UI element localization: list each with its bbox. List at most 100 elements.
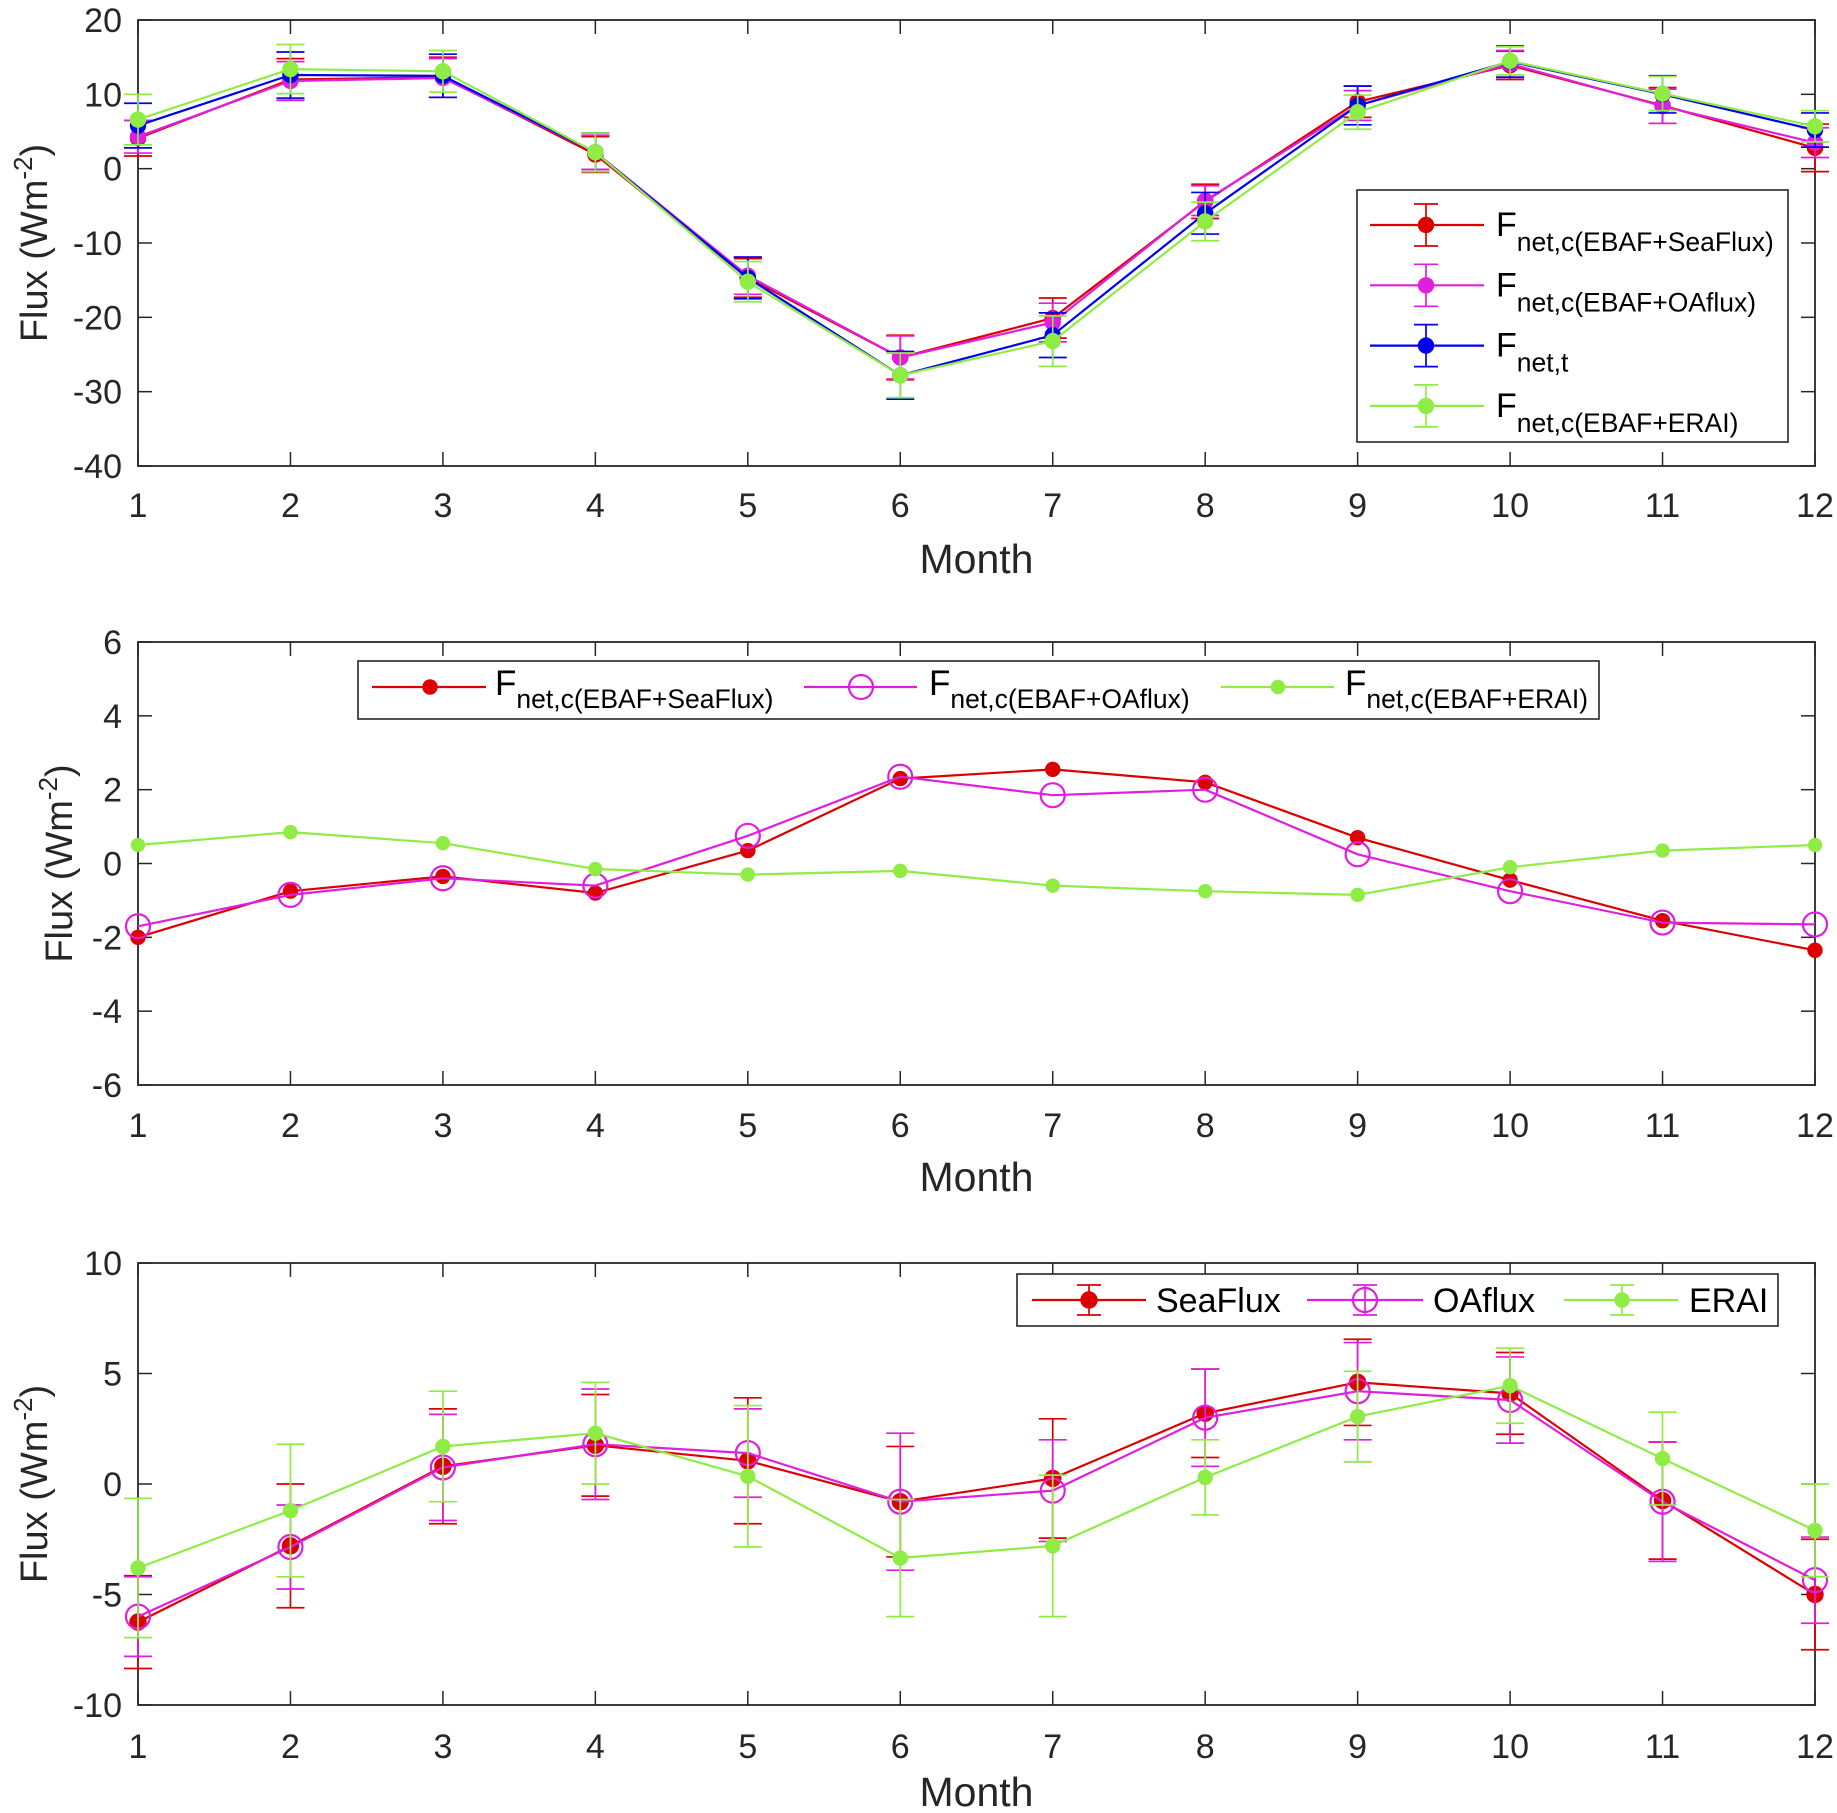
panel-2-net-c-ebaf-erai-line xyxy=(137,830,1816,897)
panel-3-oaflux-point xyxy=(1192,1404,1219,1431)
legend-marker-sample xyxy=(1270,679,1286,695)
panel-3-xtick-label: 12 xyxy=(1796,1728,1834,1766)
ylabel-text-end: ) xyxy=(14,144,56,157)
panel-2-legend: Fnet,c(EBAF+SeaFlux) Fnet,c(EBAF+OAflux) F… xyxy=(357,660,1600,720)
panel-3-xtick-label: 7 xyxy=(1043,1728,1062,1766)
legend-marker-sample xyxy=(1417,216,1435,234)
panel-2-net-c-ebaf-erai-point xyxy=(893,863,908,879)
legend-label-main: F xyxy=(1496,266,1517,304)
panel-3-erai-point xyxy=(1197,1469,1213,1486)
panel-2-net-c-ebaf-oaflux-point xyxy=(1649,909,1676,936)
ylabel-text: Flux (Wm xyxy=(14,1421,56,1584)
panel-2-net-c-ebaf-erai-point xyxy=(588,861,603,877)
panel-3-erai-point xyxy=(1045,1538,1061,1554)
legend-marker-sample xyxy=(422,679,438,695)
panel-2-ytick-label: 4 xyxy=(103,698,122,736)
ylabel-text-end: ) xyxy=(14,1385,56,1398)
legend-label-main: OAflux xyxy=(1433,1282,1535,1320)
panel-2-xtick-label: 11 xyxy=(1645,1107,1680,1145)
panel-3-xtick-label: 2 xyxy=(281,1728,300,1766)
legend-label-subscript: net,c(EBAF+ERAI) xyxy=(1517,408,1739,438)
panel-2-legend-label: Fnet,c(EBAF+ERAI) xyxy=(1345,664,1588,714)
panel-3-legend-label: OAflux xyxy=(1433,1282,1535,1320)
panel-3-legend-entry: SeaFlux xyxy=(1032,1282,1281,1320)
panel-2-legend-label: Fnet,c(EBAF+SeaFlux) xyxy=(495,664,773,714)
panel-1-axes: 1 2 3 4 5 6 7 8 9 10 11 12-40-30-20-1001020MonthFlu… xyxy=(8,2,1834,582)
legend-label-main: F xyxy=(1345,664,1366,703)
panel-2-net-c-ebaf-oaflux-point xyxy=(1344,841,1371,868)
panel-1-legend-label: Fnet,t xyxy=(1496,327,1569,378)
legend-label-subscript: net,c(EBAF+SeaFlux) xyxy=(516,684,773,714)
panel-2-net-c-ebaf-erai-point xyxy=(1502,859,1518,875)
panel-1-xtick-label: 10 xyxy=(1491,487,1529,525)
legend-label-main: F xyxy=(1496,327,1517,365)
panel-2-net-c-ebaf-oaflux-point xyxy=(1039,782,1066,809)
panel-1-xlabel: Month xyxy=(920,536,1034,582)
panel-2-net-c-ebaf-oaflux-point xyxy=(1496,878,1524,905)
panel-1-net-c-ebaf-erai-point xyxy=(1349,103,1366,121)
panel-3-ytick-label: 10 xyxy=(84,1245,122,1283)
panel-1-legend-entry: Fnet,t xyxy=(1370,323,1569,378)
panel-2-net-c-ebaf-seaflux-point xyxy=(1807,942,1823,958)
panel-1-legend-label: Fnet,c(EBAF+SeaFlux) xyxy=(1496,206,1774,257)
panel-3-xtick-label: 9 xyxy=(1348,1728,1367,1766)
panel-1-net-c-ebaf-erai-point xyxy=(739,273,757,290)
legend-marker-sample xyxy=(1417,277,1435,294)
panel-1-xtick-label: 12 xyxy=(1796,487,1834,525)
panel-2-net-c-ebaf-erai-point xyxy=(283,824,298,840)
panel-3-xtick-label: 10 xyxy=(1491,1728,1529,1766)
panel-2-net-c-ebaf-erai-point xyxy=(1655,843,1670,858)
panel-2-net-c-ebaf-seaflux-point xyxy=(1045,761,1061,778)
panel-3-legend-entry: ERAI xyxy=(1564,1282,1768,1320)
legend-marker-sample xyxy=(1417,397,1435,415)
panel-3-erai-line xyxy=(137,1384,1816,1570)
panel-2-xtick-label: 4 xyxy=(586,1107,605,1145)
panel-2-xlabel: Month xyxy=(920,1154,1034,1200)
panel-1-xtick-label: 7 xyxy=(1043,487,1062,525)
panel-2-legend-box xyxy=(357,660,1600,720)
panel-2-xtick-label: 2 xyxy=(281,1107,300,1145)
legend-errorbar-sample xyxy=(1353,1284,1377,1316)
panel-2-legend-entry: Fnet,c(EBAF+OAflux) xyxy=(804,664,1190,714)
panel-3-erai-point xyxy=(130,1560,146,1576)
panel-1-legend-label: Fnet,c(EBAF+OAflux) xyxy=(1496,266,1756,317)
legend-marker-sample xyxy=(847,673,875,701)
ylabel-text: Flux (Wm xyxy=(39,800,81,963)
panel-2-ylabel: Flux (Wm-2) xyxy=(33,764,81,962)
panel-3-xtick-label: 3 xyxy=(433,1728,452,1766)
legend-label-main: F xyxy=(1496,387,1517,425)
panel-1-net-c-ebaf-erai-line xyxy=(137,59,1816,377)
panel-1-series-net-c-ebaf-erai xyxy=(124,43,1829,399)
panel-1-net-c-ebaf-erai-point xyxy=(434,63,452,80)
panel-2-legend-entry: Fnet,c(EBAF+ERAI) xyxy=(1221,664,1588,714)
panel-2-xtick-label: 3 xyxy=(433,1107,452,1145)
panel-3-xtick-label: 5 xyxy=(738,1728,757,1766)
panel-2-net-c-ebaf-seaflux-point xyxy=(1349,829,1366,846)
legend-label-subscript: net,c(EBAF+SeaFlux) xyxy=(1517,227,1774,257)
panel-3-legend-label: SeaFlux xyxy=(1156,1282,1281,1320)
panel-2-net-c-ebaf-erai-point xyxy=(740,867,756,882)
panel-2-ytick-label: 0 xyxy=(103,846,122,884)
panel-2-legend-entry: Fnet,c(EBAF+SeaFlux) xyxy=(372,664,773,714)
legend-label-main: F xyxy=(495,664,516,703)
panel-1-ylabel: Flux (Wm-2) xyxy=(8,144,56,342)
panel-2-ytick-label: 6 xyxy=(103,624,122,662)
panel-2-legend-label: Fnet,c(EBAF+OAflux) xyxy=(929,664,1190,714)
panel-1-ytick-label: -30 xyxy=(73,374,122,412)
panel-3-erai-point xyxy=(740,1468,756,1484)
legend-marker-sample xyxy=(1080,1291,1098,1309)
panel-3-erai-point xyxy=(1654,1450,1671,1467)
panel-3-xtick-label: 11 xyxy=(1645,1728,1680,1766)
panel-3-axes-frame xyxy=(137,1262,1816,1706)
panel-2-xtick-label: 12 xyxy=(1796,1107,1834,1145)
panel-3-erai-point xyxy=(1349,1408,1366,1425)
panel-1-legend-entry: Fnet,c(EBAF+SeaFlux) xyxy=(1370,203,1774,257)
panel-3-erai-point xyxy=(1807,1522,1823,1539)
panel-1-xtick-label: 5 xyxy=(738,487,757,525)
ylabel-superscript: -2 xyxy=(33,777,63,800)
legend-label-subscript: net,t xyxy=(1517,348,1569,378)
panel-3-legend-label: ERAI xyxy=(1689,1282,1768,1320)
panel-3-erai-point xyxy=(435,1438,451,1455)
